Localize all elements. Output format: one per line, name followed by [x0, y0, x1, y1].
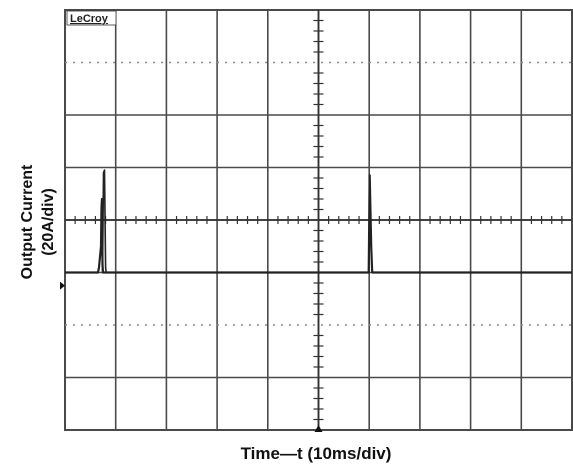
brand-logo: LeCroy: [66, 10, 117, 26]
y-axis-label: Output Current (20A/div): [17, 82, 59, 362]
x-axis-label: Time—t (10ms/div): [240, 444, 392, 463]
grid: [64, 9, 573, 431]
trace-line: [65, 174, 572, 274]
trigger-position-marker: [314, 425, 323, 432]
y-axis-label-line1: Output Current: [19, 164, 36, 280]
trace-group: [65, 169, 572, 274]
ground-level-marker: [60, 281, 65, 290]
trace-line: [101, 169, 107, 273]
brand-text: LeCroy: [70, 13, 109, 25]
marker-group: [60, 281, 323, 432]
y-axis-label-line2: (20A/div): [40, 188, 57, 256]
